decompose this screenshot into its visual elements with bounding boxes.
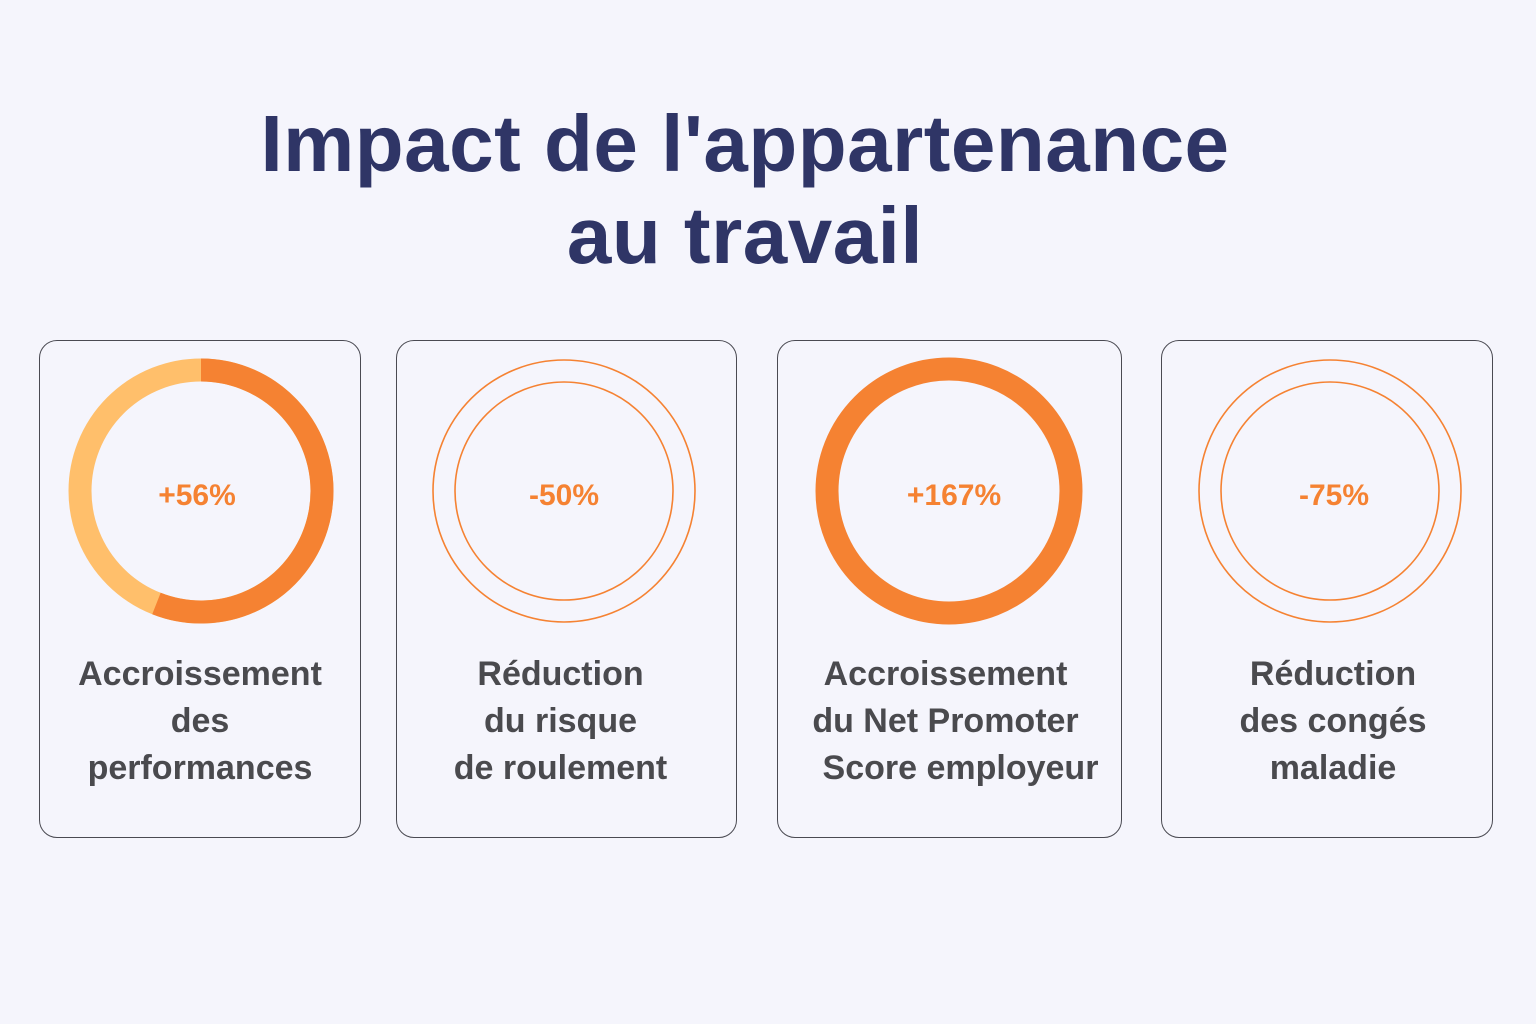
stat-label: Réduction du risque de roulement [391,651,730,792]
stat-label-line: Réduction [477,655,644,693]
stat-card-turnover: -50% Réduction du risque de roulement [396,340,737,838]
stat-value: +56% [158,479,236,512]
stat-card-performances: +56% Accroissement des performances [39,340,361,838]
stat-label-line: des congés [1239,702,1427,740]
stat-label-line: Accroissement [823,655,1068,693]
stat-label-line: du risque [483,702,638,740]
stat-label-line: Accroissement [78,655,322,693]
stat-label-line: Score employeur [822,749,1099,787]
stat-label-line: du Net Promoter [812,702,1079,740]
stat-card-nps: +167% Accroissement du Net Promoter Scor… [777,340,1122,838]
stat-label: Réduction des congés maladie [1168,651,1498,792]
stat-label: Accroissement du Net Promoter Score empl… [774,651,1117,792]
title-line-2: au travail [566,191,924,280]
ring-chart-turnover [432,359,696,623]
stat-value: +167% [906,479,1002,512]
outer-ring [432,359,696,623]
stat-label-line: de roulement [453,749,668,787]
stat-label: Accroissement des performances [40,651,360,792]
stat-label-line: Réduction [1249,655,1417,693]
stat-label-line: maladie [1269,749,1397,787]
stat-label-line: des [170,702,230,740]
donut-value-arc [152,358,334,624]
donut-chart-nps [815,357,1083,625]
stat-card-sick-leave: -75% Réduction des congés maladie [1161,340,1493,838]
stat-label-line: performances [87,749,313,787]
title-line-1: Impact de l'appartenance [260,99,1230,188]
stat-value: -50% [528,479,600,512]
page-title: Impact de l'appartenance au travail [0,98,1490,282]
donut-full-ring [815,357,1083,625]
inner-ring [454,381,674,601]
inner-ring [1220,381,1440,601]
outer-ring [1198,359,1462,623]
ring-chart-sick-leave [1198,359,1462,623]
stat-value: -75% [1298,479,1370,512]
donut-chart-performances [68,358,334,624]
